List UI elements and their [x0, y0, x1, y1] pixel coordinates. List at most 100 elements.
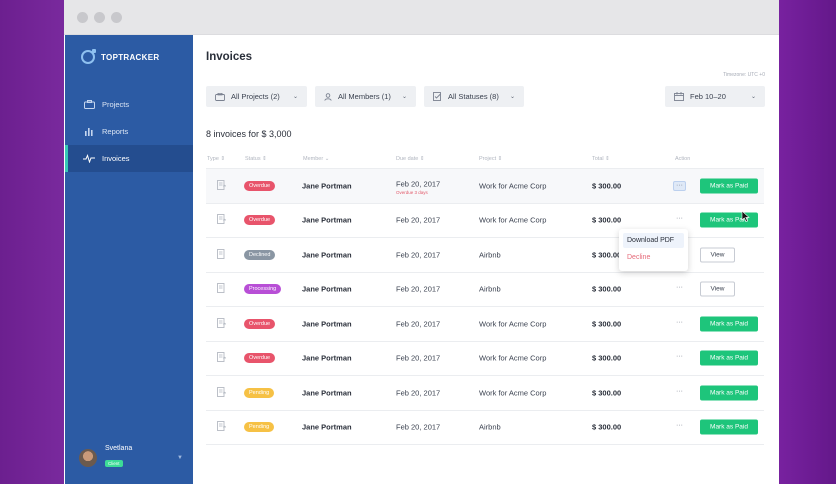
- invoice-document-icon: [217, 280, 226, 298]
- date-range-label: Feb 10–20: [690, 92, 726, 101]
- mark-as-paid-button[interactable]: Mark as Paid: [700, 316, 758, 332]
- chevron-down-icon: ⌄: [750, 94, 756, 100]
- more-options-icon[interactable]: ···: [676, 353, 683, 361]
- user-menu[interactable]: Svetlana Client ▼: [79, 445, 183, 470]
- calendar-icon: [674, 92, 684, 101]
- column-header-type[interactable]: Type ⇕: [207, 156, 226, 162]
- more-options-icon[interactable]: ···: [676, 284, 683, 292]
- project-name: Airbnb: [479, 284, 501, 294]
- member-name: Jane Portman: [302, 181, 352, 191]
- column-header-total[interactable]: Total ⇕: [592, 156, 610, 162]
- minimize-window-button[interactable]: [94, 12, 105, 23]
- due-date: Feb 20, 2017: [396, 215, 441, 225]
- avatar: [79, 448, 97, 467]
- main-content: Invoices Timezone: UTC +0 All Projects (…: [206, 35, 779, 484]
- due-date: Feb 20, 2017: [396, 284, 441, 294]
- projects-filter[interactable]: All Projects (2) ⌄: [206, 86, 307, 107]
- status-badge: Declined: [244, 249, 276, 260]
- view-button[interactable]: View: [700, 281, 735, 297]
- table-row[interactable]: Declined Jane Portman Feb 20, 2017 Airbnb $ …: [206, 238, 764, 273]
- mark-as-paid-button[interactable]: Mark as Paid: [700, 385, 758, 401]
- briefcase-icon: [215, 92, 225, 101]
- due-date: Feb 20, 2017: [396, 353, 441, 363]
- member-name: Jane Portman: [302, 250, 352, 260]
- column-header-project[interactable]: Project ⇕: [479, 156, 503, 162]
- user-icon: [324, 92, 332, 101]
- project-name: Work for Acme Corp: [479, 215, 547, 225]
- invoice-summary: 8 invoices for $ 3,000: [206, 129, 292, 139]
- due-date: Feb 20, 2017: [396, 319, 441, 329]
- sidebar-item-invoices[interactable]: Invoices: [65, 145, 193, 172]
- sidebar-item-reports[interactable]: Reports: [65, 118, 193, 145]
- maximize-window-button[interactable]: [111, 12, 122, 23]
- download-pdf-menu-item[interactable]: Download PDF: [623, 233, 684, 248]
- mark-as-paid-button[interactable]: Mark as Paid: [700, 178, 758, 194]
- invoice-total: $ 300.00: [592, 181, 622, 191]
- sidebar-item-label: Projects: [102, 100, 130, 109]
- row-action-menu: Download PDF Decline: [619, 229, 688, 271]
- column-header-member[interactable]: Member ⌄: [303, 156, 330, 162]
- due-date: Feb 20, 2017: [396, 250, 441, 260]
- table-row[interactable]: Pending Jane Portman Feb 20, 2017 Work for …: [206, 376, 764, 411]
- invoice-document-icon: [217, 349, 227, 367]
- briefcase-icon: [83, 100, 95, 110]
- status-badge: Overdue: [244, 180, 276, 191]
- column-header-action: Action: [675, 156, 691, 162]
- table-row[interactable]: Pending Jane Portman Feb 20, 2017 Airbnb $ 3…: [206, 411, 764, 445]
- more-options-icon[interactable]: ···: [673, 180, 686, 191]
- invoice-document-icon: [217, 211, 227, 229]
- chevron-down-icon: ⌄: [509, 94, 515, 100]
- bar-chart-icon: [83, 127, 95, 137]
- column-header-status[interactable]: Status ⇕: [245, 156, 267, 162]
- brand[interactable]: TOPTRACKER: [81, 49, 160, 64]
- table-row[interactable]: Overdue Jane Portman Feb 20, 2017 Work for …: [206, 342, 764, 376]
- sidebar-item-projects[interactable]: Projects: [65, 91, 193, 118]
- pulse-icon: [83, 154, 95, 164]
- more-options-icon[interactable]: ···: [676, 422, 683, 430]
- overdue-note: Overdue 3 days: [396, 190, 428, 195]
- member-name: Jane Portman: [302, 284, 352, 294]
- toptracker-logo-icon: [81, 49, 96, 64]
- column-header-due-date[interactable]: Due date ⇕: [396, 156, 425, 162]
- members-filter-label: All Members (1): [338, 92, 391, 101]
- member-name: Jane Portman: [302, 388, 352, 398]
- invoice-total: $ 300.00: [592, 284, 622, 294]
- invoice-document-icon: [217, 315, 227, 333]
- members-filter[interactable]: All Members (1) ⌄: [315, 86, 416, 107]
- table-row[interactable]: Overdue Jane Portman Feb 20, 2017 Overdue 3…: [206, 169, 764, 204]
- project-name: Work for Acme Corp: [479, 181, 547, 191]
- more-options-icon[interactable]: ···: [676, 387, 683, 395]
- more-options-icon[interactable]: ···: [676, 215, 683, 223]
- invoice-total: $ 300.00: [592, 319, 622, 329]
- decline-menu-item[interactable]: Decline: [627, 254, 651, 261]
- status-badge: Pending: [244, 422, 275, 433]
- brand-name: TOPTRACKER: [101, 52, 160, 62]
- title-bar: [64, 0, 779, 35]
- invoice-total: $ 300.00: [592, 250, 622, 260]
- chevron-down-icon: ▼: [177, 454, 183, 461]
- more-options-icon[interactable]: ···: [676, 318, 683, 326]
- mark-as-paid-button[interactable]: Mark as Paid: [700, 419, 758, 435]
- invoice-document-icon: [217, 246, 226, 264]
- table-row[interactable]: Overdue Jane Portman Feb 20, 2017 Work for …: [206, 307, 764, 342]
- page-title: Invoices: [206, 51, 253, 63]
- due-date: Feb 20, 2017: [396, 422, 441, 432]
- mouse-pointer-icon: [741, 210, 750, 222]
- close-window-button[interactable]: [77, 12, 88, 23]
- invoice-document-icon: [217, 418, 227, 436]
- member-name: Jane Portman: [302, 215, 352, 225]
- statuses-filter[interactable]: All Statuses (8) ⌄: [424, 86, 524, 107]
- status-badge: Overdue: [244, 353, 276, 364]
- invoices-table: Type ⇕ Status ⇕ Member ⌄ Due date ⇕ Proj…: [206, 151, 764, 445]
- view-button[interactable]: View: [700, 247, 735, 263]
- date-range-filter[interactable]: Feb 10–20 ⌄: [665, 86, 765, 107]
- statuses-filter-label: All Statuses (8): [448, 92, 499, 101]
- invoice-document-icon: [217, 384, 227, 402]
- project-name: Work for Acme Corp: [479, 388, 547, 398]
- table-row[interactable]: Processing Jane Portman Feb 20, 2017 Airbnb…: [206, 273, 764, 307]
- mark-as-paid-button[interactable]: Mark as Paid: [700, 350, 758, 366]
- table-header: Type ⇕ Status ⇕ Member ⌄ Due date ⇕ Proj…: [206, 151, 764, 169]
- checklist-icon: [433, 92, 442, 101]
- sidebar-item-label: Invoices: [102, 154, 130, 163]
- status-badge: Pending: [244, 387, 275, 398]
